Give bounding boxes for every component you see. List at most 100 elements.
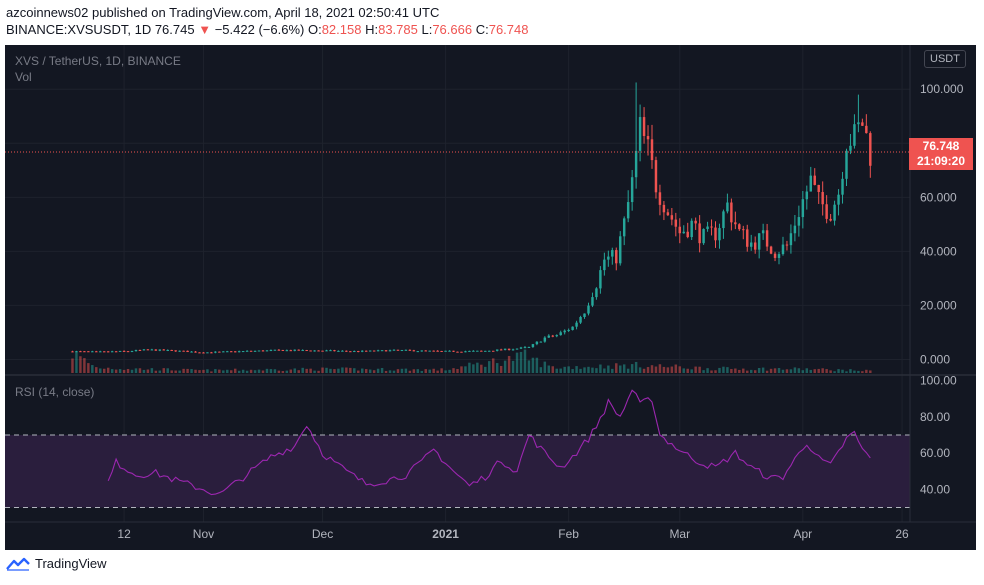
candle-body bbox=[325, 350, 328, 352]
rsi-panel bbox=[5, 389, 910, 508]
volume-bar bbox=[349, 367, 352, 373]
candle-body bbox=[226, 351, 229, 353]
volume-bar bbox=[87, 363, 90, 373]
time-tick-label: 12 bbox=[117, 527, 131, 541]
volume-bar bbox=[535, 357, 539, 373]
candle-body bbox=[166, 349, 169, 351]
volume-bar bbox=[293, 368, 296, 373]
volume-bar bbox=[666, 367, 670, 373]
candle-body bbox=[793, 225, 797, 234]
time-tick-label: Feb bbox=[558, 527, 579, 541]
rsi-legend[interactable]: RSI (14, close) bbox=[15, 385, 95, 399]
candle-body bbox=[261, 350, 265, 352]
volume-bar bbox=[567, 366, 570, 373]
volume-bar bbox=[515, 352, 519, 373]
candle-body bbox=[245, 350, 249, 352]
volume-bar bbox=[190, 369, 193, 373]
candle-body bbox=[702, 229, 705, 244]
candle-body bbox=[218, 351, 221, 353]
volume-bar bbox=[507, 355, 511, 373]
candle-body bbox=[281, 349, 285, 351]
volume-bar bbox=[222, 370, 225, 373]
candle-body bbox=[785, 244, 789, 246]
volume-bar bbox=[341, 367, 344, 373]
candle-body bbox=[178, 350, 181, 352]
volume-bar bbox=[742, 368, 745, 373]
candle-body bbox=[491, 350, 495, 352]
volume-bar bbox=[134, 368, 138, 373]
volume-bar bbox=[869, 370, 872, 373]
symbol-label[interactable]: BINANCE:XVSUSDT, 1D bbox=[6, 22, 152, 37]
volume-bar bbox=[650, 365, 654, 373]
candle-body bbox=[579, 317, 582, 323]
volume-legend[interactable]: Vol bbox=[15, 70, 32, 84]
candle-body bbox=[638, 117, 642, 151]
candle-body bbox=[154, 349, 158, 351]
volume-bar bbox=[83, 358, 86, 373]
candle-body bbox=[99, 351, 102, 353]
volume-bar bbox=[297, 370, 300, 373]
rsi-tick-label: 60.00 bbox=[920, 446, 950, 460]
candle-body bbox=[539, 341, 543, 343]
volume-bar bbox=[226, 369, 229, 373]
down-arrow-icon: ▼ bbox=[198, 22, 212, 37]
volume-bar bbox=[690, 369, 693, 373]
candle-body bbox=[503, 348, 507, 350]
candle-body bbox=[531, 344, 535, 347]
volume-bar bbox=[765, 370, 769, 373]
candle-body bbox=[122, 350, 126, 352]
footer[interactable]: TradingView bbox=[6, 556, 107, 571]
candle-body bbox=[769, 246, 773, 254]
candle-body bbox=[309, 350, 312, 352]
candle-body bbox=[198, 352, 201, 354]
candle-body bbox=[563, 330, 566, 333]
volume-bar bbox=[678, 366, 682, 373]
candle-body bbox=[210, 352, 213, 354]
candle-body bbox=[456, 351, 459, 353]
volume-bar bbox=[174, 370, 177, 373]
candle-body bbox=[206, 352, 209, 354]
volume-bar bbox=[761, 367, 765, 373]
volume-bar bbox=[230, 370, 233, 373]
candle-body bbox=[765, 230, 769, 247]
candle-body bbox=[408, 349, 412, 351]
candle-body bbox=[865, 125, 868, 134]
countdown-label: 21:09:20 bbox=[916, 154, 966, 168]
volume-bar bbox=[849, 369, 852, 373]
candle-body bbox=[515, 348, 519, 350]
volume-bar bbox=[99, 368, 102, 373]
volume-bar bbox=[345, 367, 348, 373]
volume-bar bbox=[194, 369, 197, 373]
candle-body bbox=[392, 349, 396, 351]
volume-bar bbox=[257, 369, 261, 373]
candle-body bbox=[222, 351, 225, 353]
candle-body bbox=[126, 351, 130, 353]
volume-bar bbox=[527, 360, 531, 373]
volume-bar bbox=[372, 370, 376, 373]
volume-bar bbox=[579, 368, 582, 373]
publisher-line: azcoinnews02 published on TradingView.co… bbox=[6, 5, 440, 20]
candle-body bbox=[817, 184, 820, 193]
volume-bar bbox=[646, 367, 650, 373]
pair-legend[interactable]: XVS / TetherUS, 1D, BINANCE bbox=[15, 54, 181, 68]
volume-bar bbox=[325, 367, 328, 373]
volume-bar bbox=[261, 370, 265, 373]
candle-body bbox=[753, 242, 757, 250]
volume-bar bbox=[142, 369, 146, 373]
candle-body bbox=[202, 352, 205, 354]
high-label: H: bbox=[365, 22, 379, 37]
price-tick-label: 20.000 bbox=[920, 298, 957, 312]
low-label: L: bbox=[421, 22, 433, 37]
volume-bar bbox=[202, 369, 205, 373]
candle-body bbox=[801, 199, 805, 218]
symbol-ohlc-line: BINANCE:XVSUSDT, 1D 76.745 ▼ −5.422 (−6.… bbox=[6, 22, 528, 37]
chart-svg[interactable]: 100.00080.00060.00040.00020.0000.000100.… bbox=[5, 45, 976, 550]
chart-frame[interactable]: 100.00080.00060.00040.00020.0000.000100.… bbox=[5, 45, 976, 550]
candle-body bbox=[611, 250, 614, 257]
volume-bar bbox=[642, 368, 646, 373]
candle-body bbox=[460, 351, 463, 353]
currency-badge[interactable]: USDT bbox=[924, 50, 966, 68]
volume-bar bbox=[460, 366, 463, 373]
candle-body bbox=[337, 350, 340, 352]
candle-body bbox=[619, 236, 622, 264]
